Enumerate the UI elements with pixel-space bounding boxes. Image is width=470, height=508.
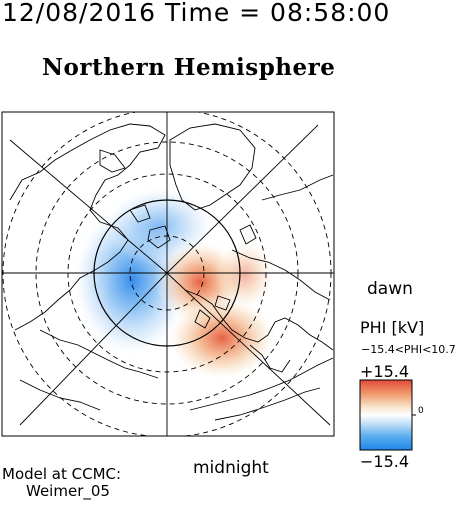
map-frame	[1, 111, 335, 437]
midnight-label: midnight	[193, 458, 269, 478]
model-credit-line2: Weimer_05	[26, 482, 110, 500]
colorbar-max-label: +15.4	[360, 362, 410, 381]
colorbar-title: PHI [kV]	[360, 318, 425, 337]
colorbar-zero-label: 0	[418, 406, 424, 416]
coastlines	[9, 123, 334, 421]
longitude-grid	[2, 112, 334, 436]
colorbar-min-label: −15.4	[360, 452, 410, 471]
colorbar-gradient	[359, 379, 413, 451]
potential-pattern	[72, 186, 277, 380]
timestamp-heading: 12/08/2016 Time = 08:58:00	[2, 0, 391, 27]
hemisphere-title: Northern Hemisphere	[42, 54, 336, 81]
dawn-label: dawn	[367, 279, 413, 299]
colorbar-range-text: −15.4<PHI<10.7	[361, 343, 456, 356]
model-credit-line1: Model at CCMC:	[2, 465, 122, 483]
